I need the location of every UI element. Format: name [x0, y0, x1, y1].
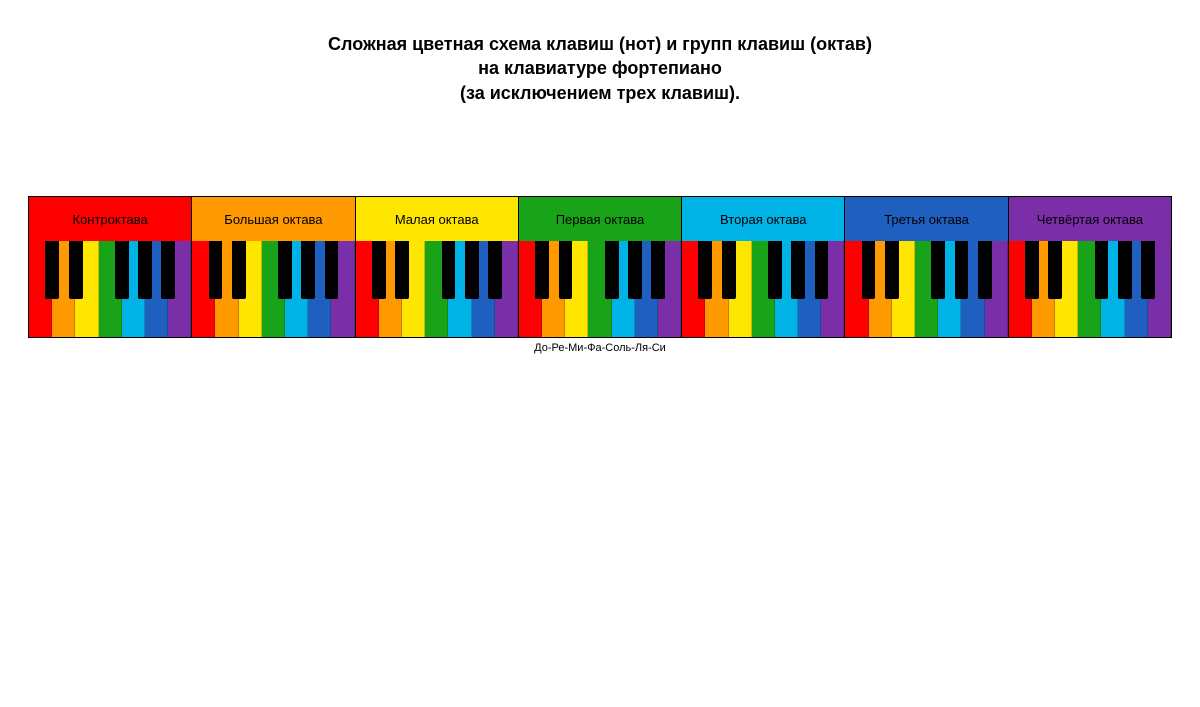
- octave-keys: [191, 241, 354, 337]
- octave-label: Большая октава: [191, 197, 354, 241]
- black-key: [372, 241, 386, 299]
- title-line-3: (за исключением трех клавиш).: [0, 81, 1200, 105]
- keys-row: [28, 241, 1172, 338]
- octave-label: Четвёртая октава: [1008, 197, 1171, 241]
- black-key: [301, 241, 315, 299]
- black-key: [931, 241, 945, 299]
- black-key: [1095, 241, 1109, 299]
- title-line-2: на клавиатуре фортепиано: [0, 56, 1200, 80]
- octave-keys: [28, 241, 191, 337]
- black-key: [232, 241, 246, 299]
- black-key: [442, 241, 456, 299]
- octave-label: Первая октава: [518, 197, 681, 241]
- note-names-caption: До-Ре-Ми-Фа-Соль-Ля-Си: [0, 342, 1200, 354]
- octave-keys: [844, 241, 1007, 337]
- black-key: [488, 241, 502, 299]
- octave-label: Малая октава: [355, 197, 518, 241]
- black-key: [69, 241, 83, 299]
- black-key: [651, 241, 665, 299]
- black-key: [698, 241, 712, 299]
- octave-keys: [518, 241, 681, 337]
- octave-label: Вторая октава: [681, 197, 844, 241]
- black-key: [278, 241, 292, 299]
- black-key: [1025, 241, 1039, 299]
- page-title: Сложная цветная схема клавиш (нот) и гру…: [0, 32, 1200, 105]
- black-key: [535, 241, 549, 299]
- black-key: [978, 241, 992, 299]
- black-key: [605, 241, 619, 299]
- black-key: [862, 241, 876, 299]
- black-key: [161, 241, 175, 299]
- black-key: [559, 241, 573, 299]
- black-key: [791, 241, 805, 299]
- black-key: [815, 241, 829, 299]
- black-key: [768, 241, 782, 299]
- black-key: [465, 241, 479, 299]
- black-key: [722, 241, 736, 299]
- black-key: [885, 241, 899, 299]
- octave-label: Третья октава: [844, 197, 1007, 241]
- piano-keyboard: КонтроктаваБольшая октаваМалая октаваПер…: [28, 196, 1172, 338]
- black-key: [209, 241, 223, 299]
- black-key: [115, 241, 129, 299]
- black-key: [325, 241, 339, 299]
- black-key: [955, 241, 969, 299]
- title-line-1: Сложная цветная схема клавиш (нот) и гру…: [0, 32, 1200, 56]
- octave-keys: [1008, 241, 1171, 337]
- black-key: [628, 241, 642, 299]
- octave-keys: [355, 241, 518, 337]
- black-key: [1118, 241, 1132, 299]
- black-key: [1141, 241, 1155, 299]
- octave-keys: [681, 241, 844, 337]
- black-key: [1048, 241, 1062, 299]
- octave-label: Контроктава: [28, 197, 191, 241]
- black-key: [138, 241, 152, 299]
- black-key: [45, 241, 59, 299]
- octave-label-row: КонтроктаваБольшая октаваМалая октаваПер…: [28, 196, 1172, 241]
- black-key: [395, 241, 409, 299]
